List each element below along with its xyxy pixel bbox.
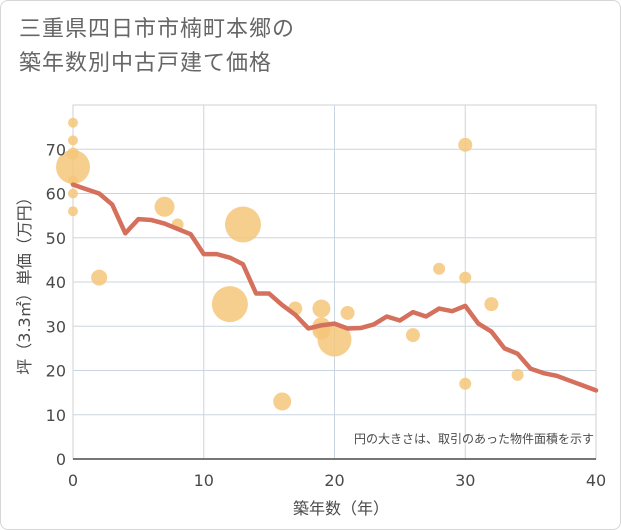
data-point bbox=[317, 322, 352, 357]
y-tick-label: 10 bbox=[46, 406, 66, 425]
data-point bbox=[459, 377, 472, 390]
y-tick-label: 50 bbox=[46, 229, 66, 248]
data-point bbox=[459, 271, 472, 284]
data-point bbox=[340, 305, 355, 320]
data-point bbox=[68, 117, 78, 128]
data-point bbox=[511, 368, 524, 381]
chart-title-line1: 三重県四日市市楠町本郷の bbox=[19, 17, 296, 42]
data-point bbox=[91, 269, 108, 286]
data-point bbox=[312, 299, 331, 318]
y-tick-label: 30 bbox=[46, 317, 66, 336]
data-point bbox=[224, 206, 261, 243]
data-point bbox=[68, 135, 78, 146]
data-point bbox=[68, 188, 78, 199]
y-tick-label: 0 bbox=[56, 450, 66, 469]
data-point bbox=[68, 206, 78, 217]
trend-line bbox=[70, 182, 599, 393]
y-axis-label: 坪（3.3㎡）単価（万円） bbox=[15, 189, 34, 374]
data-point bbox=[273, 392, 292, 411]
trend-line-group bbox=[70, 182, 599, 393]
y-tick-label: 70 bbox=[46, 140, 66, 159]
data-point bbox=[484, 297, 499, 312]
data-point bbox=[211, 286, 248, 323]
x-tick-label: 10 bbox=[194, 471, 214, 490]
bubbles bbox=[56, 117, 524, 411]
data-point bbox=[68, 175, 78, 186]
data-point bbox=[405, 328, 420, 343]
y-tick-label: 20 bbox=[46, 362, 66, 381]
chart-note: 円の大きさは、取引のあった物件面積を示す bbox=[354, 431, 594, 446]
data-point bbox=[56, 149, 90, 184]
data-point bbox=[154, 196, 175, 217]
y-tick-label: 60 bbox=[46, 185, 66, 204]
chart-title-line2: 築年数別中古戸建て価格 bbox=[19, 51, 273, 76]
data-point bbox=[458, 137, 473, 152]
chart-title: 三重県四日市市楠町本郷の 築年数別中古戸建て価格 bbox=[19, 13, 295, 81]
ticks: 0 10 20 30 40 0 10 20 30 40 50 60 70 bbox=[46, 140, 607, 490]
x-tick-label: 40 bbox=[586, 471, 606, 490]
x-tick-label: 30 bbox=[455, 471, 475, 490]
x-axis-label: 築年数（年） bbox=[293, 499, 389, 518]
data-point bbox=[433, 262, 446, 275]
x-tick-label: 20 bbox=[324, 471, 344, 490]
y-tick-label: 40 bbox=[46, 273, 66, 292]
x-tick-label: 0 bbox=[68, 471, 78, 490]
